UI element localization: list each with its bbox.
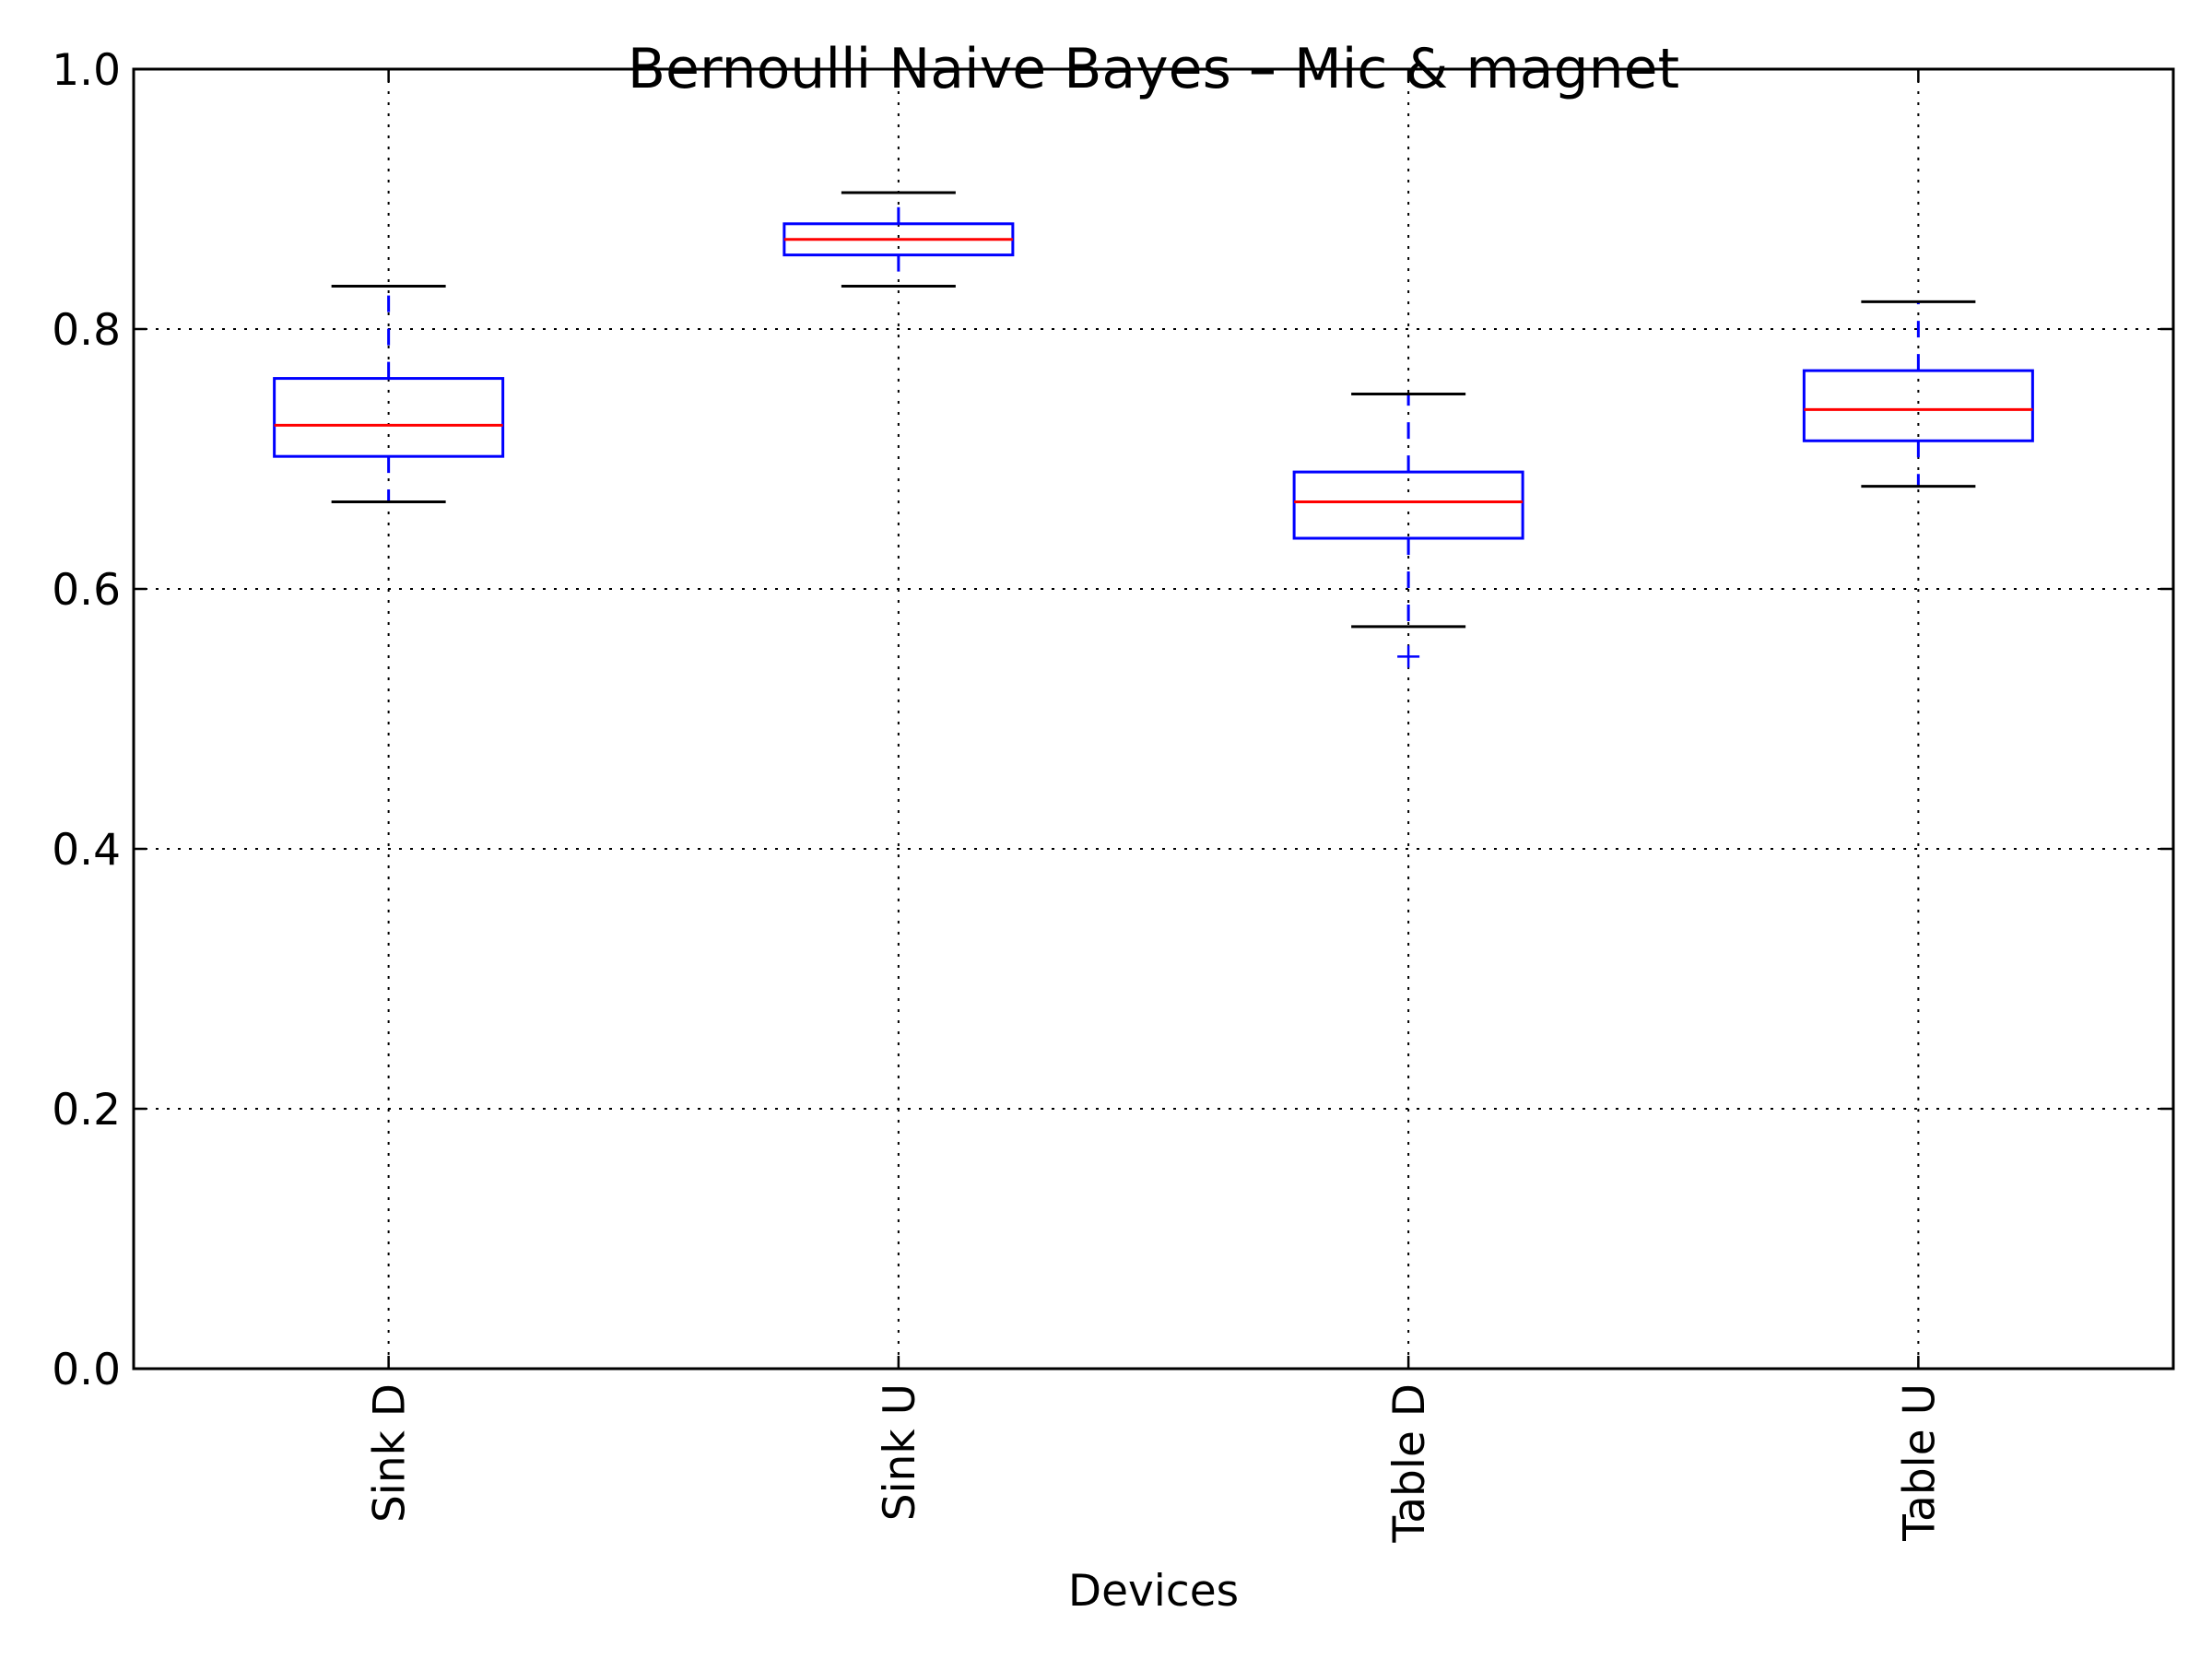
y-tick-label: 0.6: [52, 565, 121, 616]
x-tick-label: Sink U: [875, 1383, 925, 1521]
plot-frame: [132, 67, 2175, 1371]
box-series: [273, 191, 2034, 668]
chart-title: Bernoulli Naive Bayes – Mic & magnet: [628, 37, 1679, 101]
box-iqr: [273, 377, 505, 458]
x-tick-label: Table U: [1894, 1383, 1945, 1542]
box-iqr: [1292, 470, 1524, 540]
outlier-marker: [1397, 645, 1420, 668]
box-iqr: [1802, 369, 2034, 442]
y-tick-label: 1.0: [52, 45, 121, 96]
x-tick-label: Sink D: [365, 1383, 416, 1523]
box-group: [1292, 393, 1524, 668]
box-group: [782, 191, 1015, 288]
grid-lines: [134, 69, 2173, 1369]
box-group: [273, 284, 505, 504]
axis-ticks: 0.0 0.2 0.4 0.6 0.8 1.0 Sink D Sink U Table D Tab…: [52, 45, 2173, 1544]
y-tick-label: 0.0: [52, 1345, 121, 1395]
box-group: [1802, 300, 2034, 488]
x-tick-label: Table D: [1384, 1383, 1435, 1544]
y-tick-label: 0.8: [52, 305, 121, 356]
y-tick-label: 0.2: [52, 1085, 121, 1135]
y-tick-label: 0.4: [52, 825, 121, 876]
x-axis-label: Devices: [1068, 1566, 1239, 1617]
